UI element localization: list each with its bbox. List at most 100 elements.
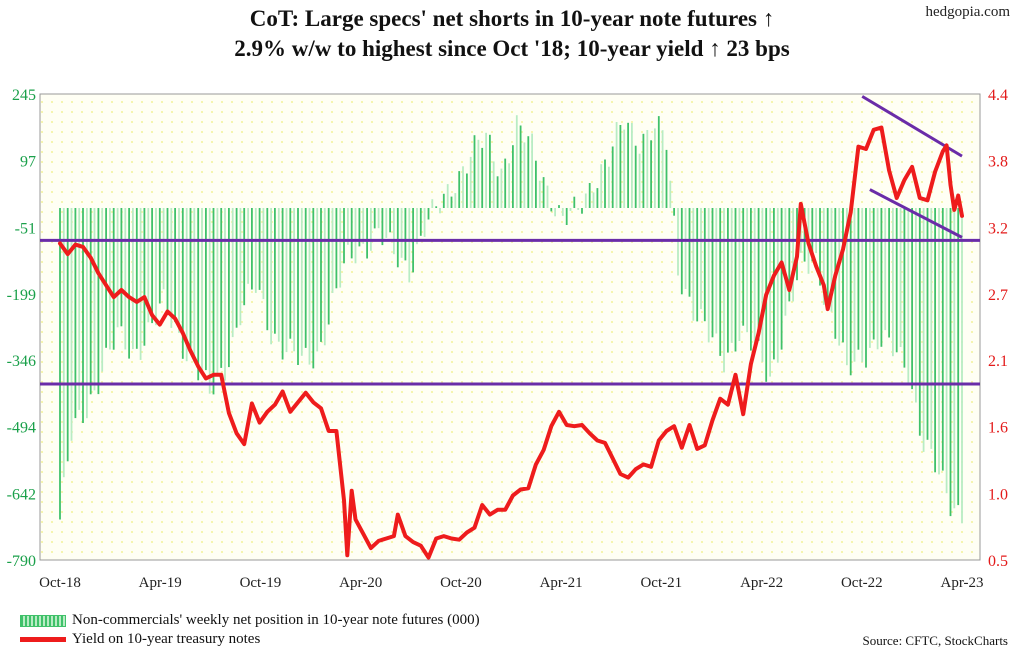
- net-position-bar: [646, 130, 649, 208]
- net-position-bar: [727, 208, 729, 353]
- net-position-bar: [343, 208, 345, 264]
- net-position-bar: [888, 208, 890, 338]
- net-position-bar: [657, 116, 660, 208]
- net-position-bar: [408, 208, 411, 283]
- net-position-bar: [277, 208, 280, 342]
- net-position-bar: [377, 208, 380, 229]
- net-position-bar: [220, 208, 223, 368]
- net-position-bar: [930, 208, 933, 449]
- x-axis: Oct-18 Apr-19 Oct-19 Apr-20 Oct-20 Apr-21 Oct-…: [39, 575, 983, 591]
- net-position-bar: [274, 208, 276, 334]
- net-position-bar: [82, 208, 84, 423]
- net-position-bar: [926, 208, 929, 440]
- net-position-bar: [151, 208, 153, 324]
- net-position-bar: [880, 208, 883, 347]
- net-position-bar: [89, 208, 92, 395]
- net-position-bar: [289, 208, 292, 339]
- x-tick-label: Oct-20: [440, 575, 482, 591]
- net-position-bar: [396, 208, 399, 268]
- right-tick-label: 3.8: [988, 154, 1008, 171]
- net-position-bar: [496, 176, 499, 208]
- net-position-bar: [216, 208, 219, 374]
- net-position-bar: [730, 208, 733, 343]
- net-position-bar: [669, 180, 672, 208]
- net-position-bar: [454, 193, 457, 208]
- x-tick-label: Apr-21: [540, 575, 583, 591]
- net-position-bar: [139, 208, 142, 360]
- net-position-bar: [174, 208, 176, 323]
- net-position-bar: [592, 192, 595, 208]
- net-position-bar: [427, 208, 430, 220]
- net-position-bar: [477, 139, 480, 208]
- net-position-bar: [347, 208, 349, 245]
- left-tick-label: -494: [7, 420, 36, 437]
- net-position-bar: [247, 208, 249, 284]
- net-position-bar: [162, 208, 165, 290]
- net-position-bar: [86, 208, 88, 419]
- net-position-bar: [738, 208, 741, 341]
- net-position-bar: [235, 208, 238, 328]
- right-tick-label: 1.6: [988, 420, 1008, 437]
- line-swatch-icon: [20, 637, 66, 642]
- net-position-bar: [650, 140, 652, 208]
- net-position-bar: [462, 166, 464, 208]
- net-position-bar: [224, 208, 226, 381]
- net-position-bar: [112, 208, 115, 350]
- left-axis: 245 97 -51 -199 -346 -494 -642 -790: [7, 87, 36, 570]
- right-tick-label: 2.1: [988, 353, 1008, 370]
- net-position-bar: [546, 185, 549, 208]
- net-position-bar: [711, 208, 714, 338]
- net-position-bar: [293, 208, 295, 352]
- net-position-bar: [876, 208, 879, 350]
- net-position-bar: [212, 208, 215, 395]
- net-position-bar: [811, 208, 814, 262]
- net-position-bar: [581, 208, 583, 214]
- net-position-bar: [335, 208, 338, 289]
- net-position-bar: [872, 208, 875, 340]
- net-position-bar: [934, 208, 936, 473]
- net-position-bar: [949, 208, 952, 517]
- net-position-bar: [531, 133, 533, 208]
- net-position-bar: [381, 208, 384, 246]
- net-position-bar: [596, 188, 599, 208]
- source-note: Source: CFTC, StockCharts: [862, 633, 1008, 648]
- net-position-bar: [600, 164, 603, 208]
- net-position-bar: [895, 208, 898, 353]
- channel-trendline: [869, 188, 963, 239]
- net-position-bar: [389, 208, 391, 233]
- left-tick-label: -790: [7, 553, 36, 570]
- net-position-bar: [773, 208, 775, 360]
- net-position-bar: [884, 208, 887, 331]
- net-position-bar: [550, 208, 553, 212]
- net-position-bar: [903, 208, 906, 368]
- net-position-bar: [201, 208, 203, 374]
- net-position-bars: [59, 115, 963, 524]
- net-position-bar: [178, 208, 180, 333]
- legend-item-line: Yield on 10-year treasury notes: [20, 631, 260, 648]
- yield-line-group: [58, 125, 964, 560]
- net-position-bar: [439, 208, 441, 214]
- net-position-bar: [135, 208, 138, 349]
- x-tick-label: Apr-23: [940, 575, 983, 591]
- bar-swatch-icon: [20, 614, 66, 627]
- net-position-bar: [638, 153, 641, 208]
- net-position-bar: [849, 208, 852, 376]
- left-tick-label: -642: [7, 486, 36, 503]
- x-tick-label: Apr-22: [740, 575, 783, 591]
- brand-label: hedgopia.com: [925, 4, 1010, 20]
- net-position-bar: [846, 208, 848, 366]
- x-tick-label: Oct-22: [841, 575, 883, 591]
- net-position-bar: [458, 171, 461, 208]
- x-tick-label: Oct-21: [640, 575, 682, 591]
- right-axis: 4.4 3.8 3.2 2.7 2.1 1.6 1.0 0.5: [988, 87, 1008, 570]
- x-tick-label: Apr-19: [139, 575, 182, 591]
- net-position-bar: [59, 208, 61, 520]
- chart-title-line-1: CoT: Large specs' net shorts in 10-year …: [249, 6, 775, 31]
- net-position-bar: [419, 208, 422, 236]
- net-position-bar: [842, 208, 844, 343]
- net-position-bar: [489, 134, 491, 208]
- net-position-bar: [270, 208, 272, 345]
- net-position-bar: [205, 208, 207, 371]
- net-position-bar: [719, 208, 722, 356]
- net-position-bar: [147, 208, 150, 323]
